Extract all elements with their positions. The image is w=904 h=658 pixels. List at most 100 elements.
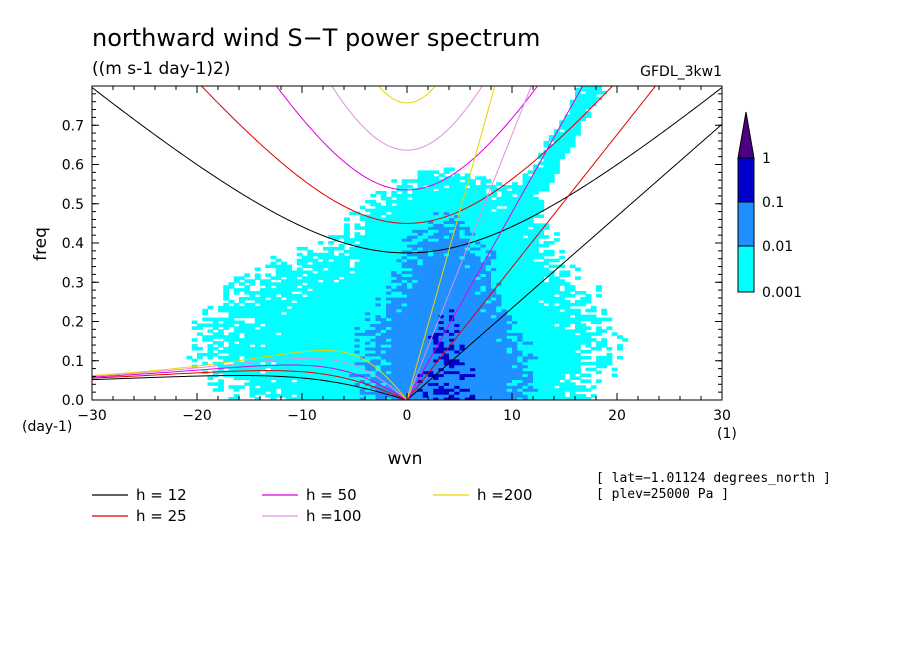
power-cell <box>470 255 476 260</box>
power-cell <box>417 170 424 174</box>
power-cell <box>580 341 587 345</box>
power-cell <box>386 267 392 272</box>
power-cell <box>491 361 497 366</box>
power-cell <box>522 261 529 266</box>
power-cell <box>401 185 408 189</box>
power-cell <box>449 302 455 307</box>
power-cell <box>543 173 550 177</box>
power-cell <box>422 335 429 339</box>
power-cell <box>501 282 508 286</box>
power-cell <box>443 199 450 204</box>
power-cell <box>433 232 440 236</box>
power-cell <box>349 382 356 386</box>
power-cell <box>281 338 287 342</box>
power-cell <box>412 385 419 389</box>
power-cell <box>328 305 335 310</box>
power-cell <box>417 347 424 351</box>
power-cell <box>527 217 534 222</box>
power-cell <box>396 258 403 263</box>
power-cell <box>254 276 261 280</box>
power-cell <box>333 299 340 304</box>
power-cell <box>417 296 424 301</box>
power-cell <box>512 361 518 366</box>
power-cell <box>370 241 377 245</box>
power-cell <box>228 341 235 345</box>
power-cell <box>438 279 445 283</box>
power-cell <box>443 264 450 269</box>
power-cell <box>433 349 440 354</box>
power-cell <box>239 349 245 354</box>
power-cell <box>254 338 261 342</box>
power-cell <box>349 376 356 380</box>
power-cell <box>428 264 434 269</box>
power-cell <box>370 202 377 207</box>
power-cell <box>543 361 550 366</box>
power-cell <box>317 347 324 351</box>
y-tick-label: 0.0 <box>62 393 84 409</box>
power-cell <box>480 217 487 222</box>
power-cell <box>517 188 524 192</box>
power-cell <box>407 255 413 260</box>
power-cell <box>548 314 555 319</box>
power-cell <box>328 323 335 328</box>
power-cell <box>575 355 581 360</box>
power-cell <box>370 273 377 277</box>
power-cell <box>370 217 377 222</box>
x-tick-label: 20 <box>608 408 626 424</box>
power-cell <box>249 332 256 336</box>
power-cell <box>307 379 314 383</box>
power-cell <box>554 320 560 325</box>
power-cell <box>590 367 597 372</box>
power-cell <box>548 317 555 322</box>
power-cell <box>485 226 492 230</box>
power-cell <box>459 344 466 348</box>
power-cell <box>575 276 581 280</box>
power-cell <box>575 329 581 333</box>
power-cell <box>506 335 513 339</box>
power-cell <box>249 326 256 330</box>
power-cell <box>260 288 266 292</box>
power-cell <box>344 229 350 233</box>
power-cell <box>396 294 403 298</box>
power-cell <box>265 317 272 322</box>
power-cell <box>354 370 361 375</box>
power-cell <box>464 391 471 395</box>
power-cell <box>323 311 329 316</box>
power-cell <box>412 235 419 239</box>
power-cell <box>501 229 508 233</box>
power-cell <box>496 335 503 339</box>
power-cell <box>412 397 419 400</box>
power-cell <box>517 193 524 198</box>
power-cell <box>338 258 345 263</box>
power-cell <box>491 305 497 310</box>
power-cell <box>575 364 581 369</box>
power-cell <box>417 314 424 319</box>
power-cell <box>307 264 314 269</box>
power-cell <box>438 370 445 375</box>
power-cell <box>307 344 314 348</box>
power-cell <box>233 311 240 316</box>
power-cell <box>543 376 550 380</box>
power-cell <box>548 252 555 257</box>
power-cell <box>475 323 482 328</box>
power-cell <box>275 299 282 304</box>
power-cell <box>443 190 450 195</box>
power-cell <box>323 255 329 260</box>
power-cell <box>580 291 587 295</box>
power-cell <box>564 143 571 148</box>
power-cell <box>291 344 298 348</box>
power-cell <box>533 202 539 207</box>
power-cell <box>470 373 476 378</box>
power-cell <box>506 379 513 383</box>
power-cell <box>606 358 613 363</box>
power-cell <box>375 294 382 298</box>
power-cell <box>338 311 345 316</box>
power-cell <box>396 243 403 248</box>
power-cell <box>254 267 261 272</box>
power-cell <box>281 391 287 395</box>
power-cell <box>517 361 524 366</box>
power-cell <box>517 223 524 227</box>
power-cell <box>386 238 392 242</box>
power-cell <box>428 235 434 239</box>
power-cell <box>380 217 387 222</box>
